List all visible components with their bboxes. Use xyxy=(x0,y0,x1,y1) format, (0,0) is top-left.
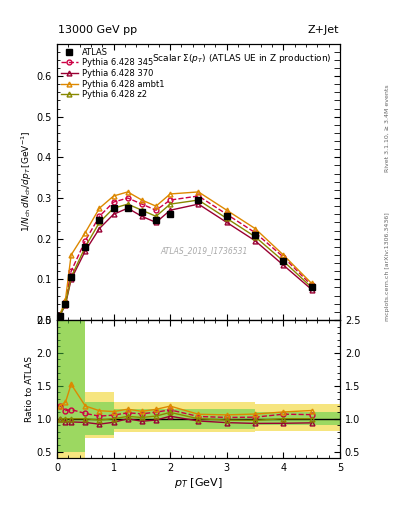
Y-axis label: $1/N_{\rm ch}\,dN_{\rm ch}/dp_T\,[\rm{GeV}^{-1}]$: $1/N_{\rm ch}\,dN_{\rm ch}/dp_T\,[\rm{Ge… xyxy=(20,131,34,232)
Text: ATLAS_2019_I1736531: ATLAS_2019_I1736531 xyxy=(160,246,248,255)
Legend: ATLAS, Pythia 6.428 345, Pythia 6.428 370, Pythia 6.428 ambt1, Pythia 6.428 z2: ATLAS, Pythia 6.428 345, Pythia 6.428 37… xyxy=(59,46,166,101)
Text: mcplots.cern.ch [arXiv:1306.3436]: mcplots.cern.ch [arXiv:1306.3436] xyxy=(385,212,389,321)
Y-axis label: Ratio to ATLAS: Ratio to ATLAS xyxy=(25,356,34,422)
Text: Scalar $\Sigma(p_T)$ (ATLAS UE in Z production): Scalar $\Sigma(p_T)$ (ATLAS UE in Z prod… xyxy=(152,52,331,65)
X-axis label: $p_T$ [GeV]: $p_T$ [GeV] xyxy=(174,476,223,490)
Text: Rivet 3.1.10, ≥ 3.4M events: Rivet 3.1.10, ≥ 3.4M events xyxy=(385,84,389,172)
Text: Z+Jet: Z+Jet xyxy=(307,25,339,35)
Text: 13000 GeV pp: 13000 GeV pp xyxy=(58,25,137,35)
